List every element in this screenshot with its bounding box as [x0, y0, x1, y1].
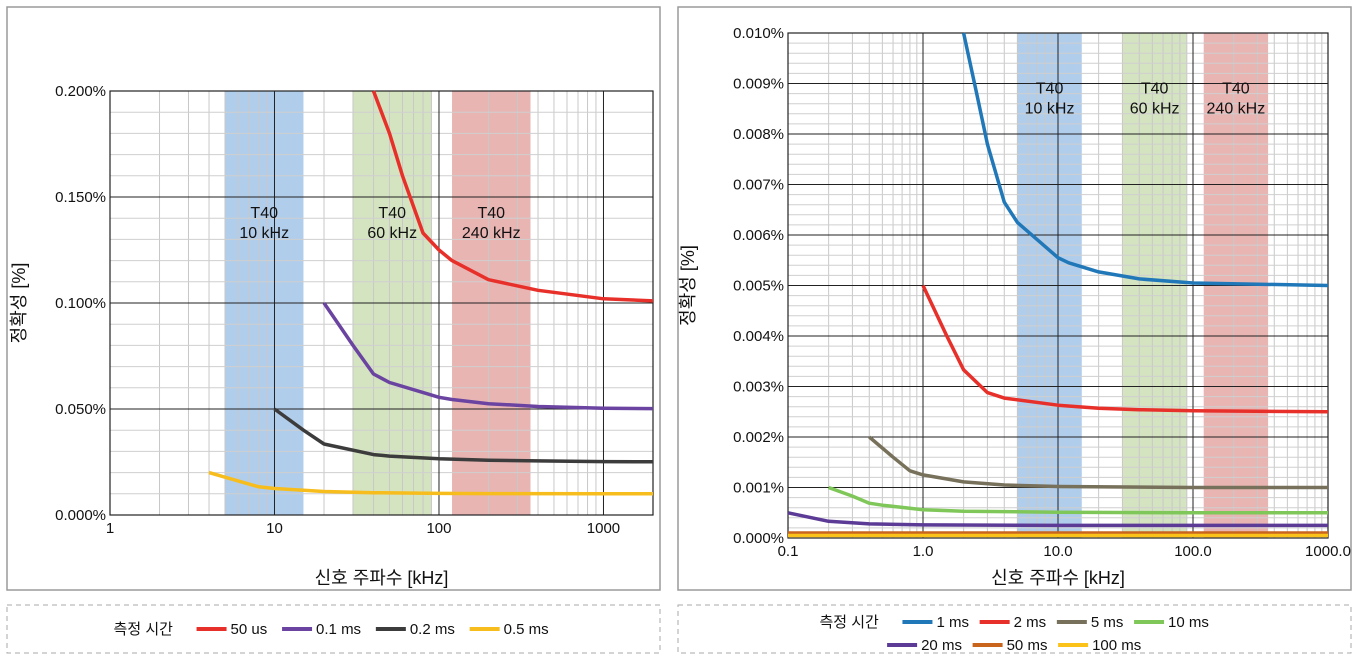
band-sublabel-3: 240 kHz: [462, 225, 521, 242]
band-sublabel-2: 60 kHz: [367, 225, 417, 242]
band-label-3: T40: [1222, 81, 1250, 98]
legend-entry: 20 ms: [921, 637, 962, 654]
band-label-1: T40: [250, 205, 278, 222]
y-tick-label: 0.010%: [733, 25, 784, 42]
y-tick-label: 0.009%: [733, 76, 784, 93]
legend-entry: 10 ms: [1168, 614, 1209, 631]
x-tick-label: 10.0: [1043, 543, 1072, 560]
x-tick-label: 1000.0: [1305, 543, 1351, 560]
y-tick-label: 0.002%: [733, 429, 784, 446]
band-sublabel-1: 10 kHz: [239, 225, 289, 242]
series-line-0.1-ms: [322, 302, 654, 411]
x-axis-label: 신호 주파수 [kHz]: [315, 568, 449, 588]
legend-entry: 50 ms: [1007, 637, 1048, 654]
legend-entry: 2 ms: [1014, 614, 1047, 631]
x-tick-label: 100.0: [1174, 543, 1212, 560]
series-line-10-ms: [828, 485, 1328, 515]
y-tick-label: 0.000%: [55, 507, 106, 524]
series-line-5-ms: [868, 435, 1328, 490]
x-tick-label: 1: [106, 520, 114, 537]
band-sublabel-1: 10 kHz: [1025, 101, 1075, 118]
y-tick-label: 0.100%: [55, 295, 106, 312]
legend-entry: 100 ms: [1092, 637, 1141, 654]
y-tick-label: 0.005%: [733, 278, 784, 295]
chart-2: T40 10 kHz T40 60 kHz T40 240 kHz 0.1 1.0 10.0 10…: [677, 6, 1352, 654]
band-label-2: T40: [378, 205, 406, 222]
legend: 측정 시간 50 us 0.1 ms 0.2 ms 0.5 ms: [114, 621, 549, 638]
y-tick-label: 0.004%: [733, 328, 784, 345]
plot-border: [109, 90, 654, 516]
band-label-2: T40: [1141, 81, 1169, 98]
series-line-1-ms: [961, 32, 1329, 288]
legend-entry: 50 us: [231, 621, 268, 638]
y-tick-label: 0.003%: [733, 379, 784, 396]
chart-1: T40 10 kHz T40 60 kHz T40 240 kHz 1 10 100 1000 0.…: [6, 6, 661, 654]
x-tick-label: 100: [426, 520, 451, 537]
y-tick-label: 0.007%: [733, 177, 784, 194]
legend-title: 측정 시간: [819, 614, 879, 631]
y-tick-label: 0.001%: [733, 480, 784, 497]
legend-entry: 0.2 ms: [410, 621, 455, 638]
y-axis-label: 정확성 [%]: [9, 263, 29, 344]
y-tick-label: 0.050%: [55, 401, 106, 418]
x-tick-label: 10: [266, 520, 283, 537]
y-tick-label: 0.200%: [55, 83, 106, 100]
series-line-20-ms: [787, 511, 1328, 528]
series-line-0.5-ms: [208, 470, 653, 496]
legend-entry: 5 ms: [1091, 614, 1124, 631]
series-line-0.2-ms: [273, 407, 654, 464]
y-tick-label: 0.006%: [733, 227, 784, 244]
legend-entry: 0.5 ms: [504, 621, 549, 638]
band-sublabel-2: 60 kHz: [1130, 101, 1180, 118]
y-tick-label: 0.000%: [733, 530, 784, 547]
legend-box: [6, 604, 661, 654]
y-axis-label: 정확성 [%]: [678, 245, 698, 326]
x-axis-label: 신호 주파수 [kHz]: [991, 568, 1125, 588]
band-sublabel-3: 240 kHz: [1207, 101, 1266, 118]
x-tick-label: 1.0: [913, 543, 934, 560]
legend-entry: 1 ms: [936, 614, 969, 631]
y-tick-label: 0.150%: [55, 189, 106, 206]
legend: 측정 시간 1 ms 2 ms 5 ms 10 ms 20 ms 50 ms 100 ms: [819, 614, 1208, 654]
series-line-2-ms: [921, 284, 1329, 414]
y-tick-label: 0.008%: [733, 126, 784, 143]
x-tick-label: 0.1: [778, 543, 799, 560]
legend-box: [677, 604, 1352, 654]
band-label-1: T40: [1036, 81, 1064, 98]
legend-title: 측정 시간: [114, 621, 174, 638]
legend-entry: 0.1 ms: [316, 621, 361, 638]
series-line-50-us: [371, 90, 654, 303]
x-tick-label: 1000: [587, 520, 620, 537]
band-label-3: T40: [477, 205, 505, 222]
